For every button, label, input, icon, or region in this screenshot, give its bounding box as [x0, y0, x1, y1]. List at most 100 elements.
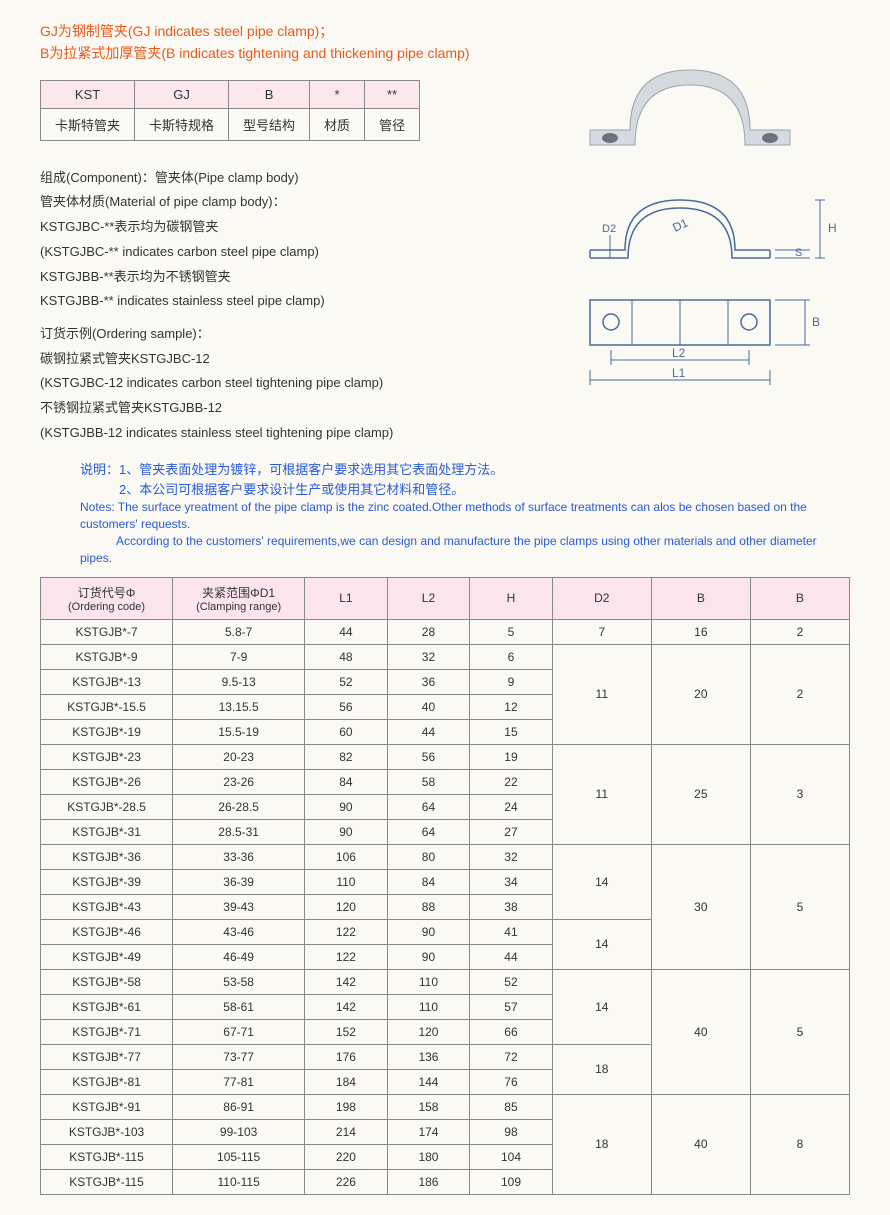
spec-cell: 144	[387, 1069, 470, 1094]
legend-cell: 材质	[310, 108, 365, 140]
comp-l9: (KSTGJBC-12 indicates carbon steel tight…	[40, 371, 490, 396]
clamp-diagram: D1 D2 S H L2	[530, 20, 850, 420]
spec-cell: KSTGJB*-13	[41, 669, 173, 694]
spec-cell: 5	[750, 844, 849, 969]
comp-l7: 订货示例(Ordering sample)：	[40, 322, 490, 347]
label-d2: D2	[602, 223, 616, 235]
table-row: KSTGJB*-75.8-7442857162	[41, 619, 850, 644]
spec-cell: 60	[305, 719, 388, 744]
spec-cell: 14	[552, 844, 651, 919]
spec-cell: 186	[387, 1169, 470, 1194]
spec-cell: 25	[651, 744, 750, 844]
notes-en-1: Notes: The surface yreatment of the pipe…	[80, 499, 850, 533]
spec-cell: 2	[750, 644, 849, 744]
spec-cell: KSTGJB*-49	[41, 944, 173, 969]
label-d1: D1	[670, 215, 690, 234]
spec-cell: 110	[305, 869, 388, 894]
title-line-1: GJ为钢制管夹(GJ indicates steel pipe clamp)；	[40, 20, 490, 42]
spec-cell: KSTGJB*-61	[41, 994, 173, 1019]
spec-cell: 5	[470, 619, 553, 644]
spec-cell: 7	[552, 619, 651, 644]
spec-header: B	[750, 577, 849, 619]
spec-cell: 53-58	[173, 969, 305, 994]
spec-cell: 77-81	[173, 1069, 305, 1094]
spec-cell: 7-9	[173, 644, 305, 669]
legend-table: KSTGJB*** 卡斯特管夹卡斯特规格型号结构材质管径	[40, 80, 420, 141]
spec-cell: 15.5-19	[173, 719, 305, 744]
spec-cell: 84	[387, 869, 470, 894]
spec-cell: 44	[305, 619, 388, 644]
spec-cell: 152	[305, 1019, 388, 1044]
spec-cell: 66	[470, 1019, 553, 1044]
spec-cell: 13.15.5	[173, 694, 305, 719]
spec-cell: 90	[387, 944, 470, 969]
spec-cell: 106	[305, 844, 388, 869]
comp-l5: KSTGJBB-**表示均为不锈钢管夹	[40, 265, 490, 290]
spec-cell: 40	[387, 694, 470, 719]
spec-cell: 8	[750, 1094, 849, 1194]
spec-cell: 48	[305, 644, 388, 669]
spec-header: 夹紧范围ΦD1(Clamping range)	[173, 577, 305, 619]
spec-cell: 20-23	[173, 744, 305, 769]
comp-l11: (KSTGJBB-12 indicates stainless steel ti…	[40, 421, 490, 446]
spec-cell: 27	[470, 819, 553, 844]
comp-l2: 管夹体材质(Material of pipe clamp body)：	[40, 190, 490, 215]
spec-cell: 23-26	[173, 769, 305, 794]
comp-l1: 组成(Component)：管夹体(Pipe clamp body)	[40, 166, 490, 191]
spec-cell: 18	[552, 1044, 651, 1094]
label-s: S	[795, 247, 802, 259]
spec-header: L1	[305, 577, 388, 619]
notes-cn-1: 说明：1、管夹表面处理为镀锌，可根据客户要求选用其它表面处理方法。	[80, 460, 850, 480]
spec-cell: 5	[750, 969, 849, 1094]
spec-cell: 3	[750, 744, 849, 844]
comp-l6: KSTGJBB-** indicates stainless steel pip…	[40, 289, 490, 314]
spec-cell: 5.8-7	[173, 619, 305, 644]
table-row: KSTGJB*-3633-36106803214305	[41, 844, 850, 869]
spec-cell: 11	[552, 744, 651, 844]
spec-cell: 142	[305, 969, 388, 994]
spec-header: L2	[387, 577, 470, 619]
spec-cell: 39-43	[173, 894, 305, 919]
legend-header: *	[310, 80, 365, 108]
spec-cell: KSTGJB*-36	[41, 844, 173, 869]
spec-cell: 99-103	[173, 1119, 305, 1144]
spec-cell: 38	[470, 894, 553, 919]
label-h: H	[828, 221, 837, 235]
label-l2: L2	[672, 346, 686, 360]
spec-cell: 9	[470, 669, 553, 694]
spec-cell: 46-49	[173, 944, 305, 969]
spec-cell: KSTGJB*-103	[41, 1119, 173, 1144]
spec-cell: KSTGJB*-19	[41, 719, 173, 744]
spec-cell: 120	[305, 894, 388, 919]
spec-cell: 44	[387, 719, 470, 744]
spec-header: B	[651, 577, 750, 619]
table-row: KSTGJB*-5853-581421105214405	[41, 969, 850, 994]
spec-cell: KSTGJB*-46	[41, 919, 173, 944]
comp-l10: 不锈钢拉紧式管夹KSTGJBB-12	[40, 396, 490, 421]
spec-cell: 110	[387, 969, 470, 994]
spec-cell: KSTGJB*-58	[41, 969, 173, 994]
spec-cell: KSTGJB*-15.5	[41, 694, 173, 719]
spec-cell: 14	[552, 969, 651, 1044]
spec-cell: KSTGJB*-31	[41, 819, 173, 844]
spec-cell: 16	[651, 619, 750, 644]
spec-cell: 30	[651, 844, 750, 969]
spec-cell: 33-36	[173, 844, 305, 869]
spec-cell: 40	[651, 1094, 750, 1194]
spec-cell: 18	[552, 1094, 651, 1194]
spec-cell: 184	[305, 1069, 388, 1094]
spec-cell: 142	[305, 994, 388, 1019]
table-row: KSTGJB*-2320-2382561911253	[41, 744, 850, 769]
spec-cell: 2	[750, 619, 849, 644]
table-row: KSTGJB*-97-94832611202	[41, 644, 850, 669]
legend-header: **	[365, 80, 420, 108]
spec-cell: 22	[470, 769, 553, 794]
title-line-2: B为拉紧式加厚管夹(B indicates tightening and thi…	[40, 42, 490, 64]
spec-header: D2	[552, 577, 651, 619]
spec-cell: 109	[470, 1169, 553, 1194]
spec-cell: 9.5-13	[173, 669, 305, 694]
spec-cell: 15	[470, 719, 553, 744]
spec-cell: 90	[387, 919, 470, 944]
spec-cell: KSTGJB*-9	[41, 644, 173, 669]
spec-cell: 176	[305, 1044, 388, 1069]
